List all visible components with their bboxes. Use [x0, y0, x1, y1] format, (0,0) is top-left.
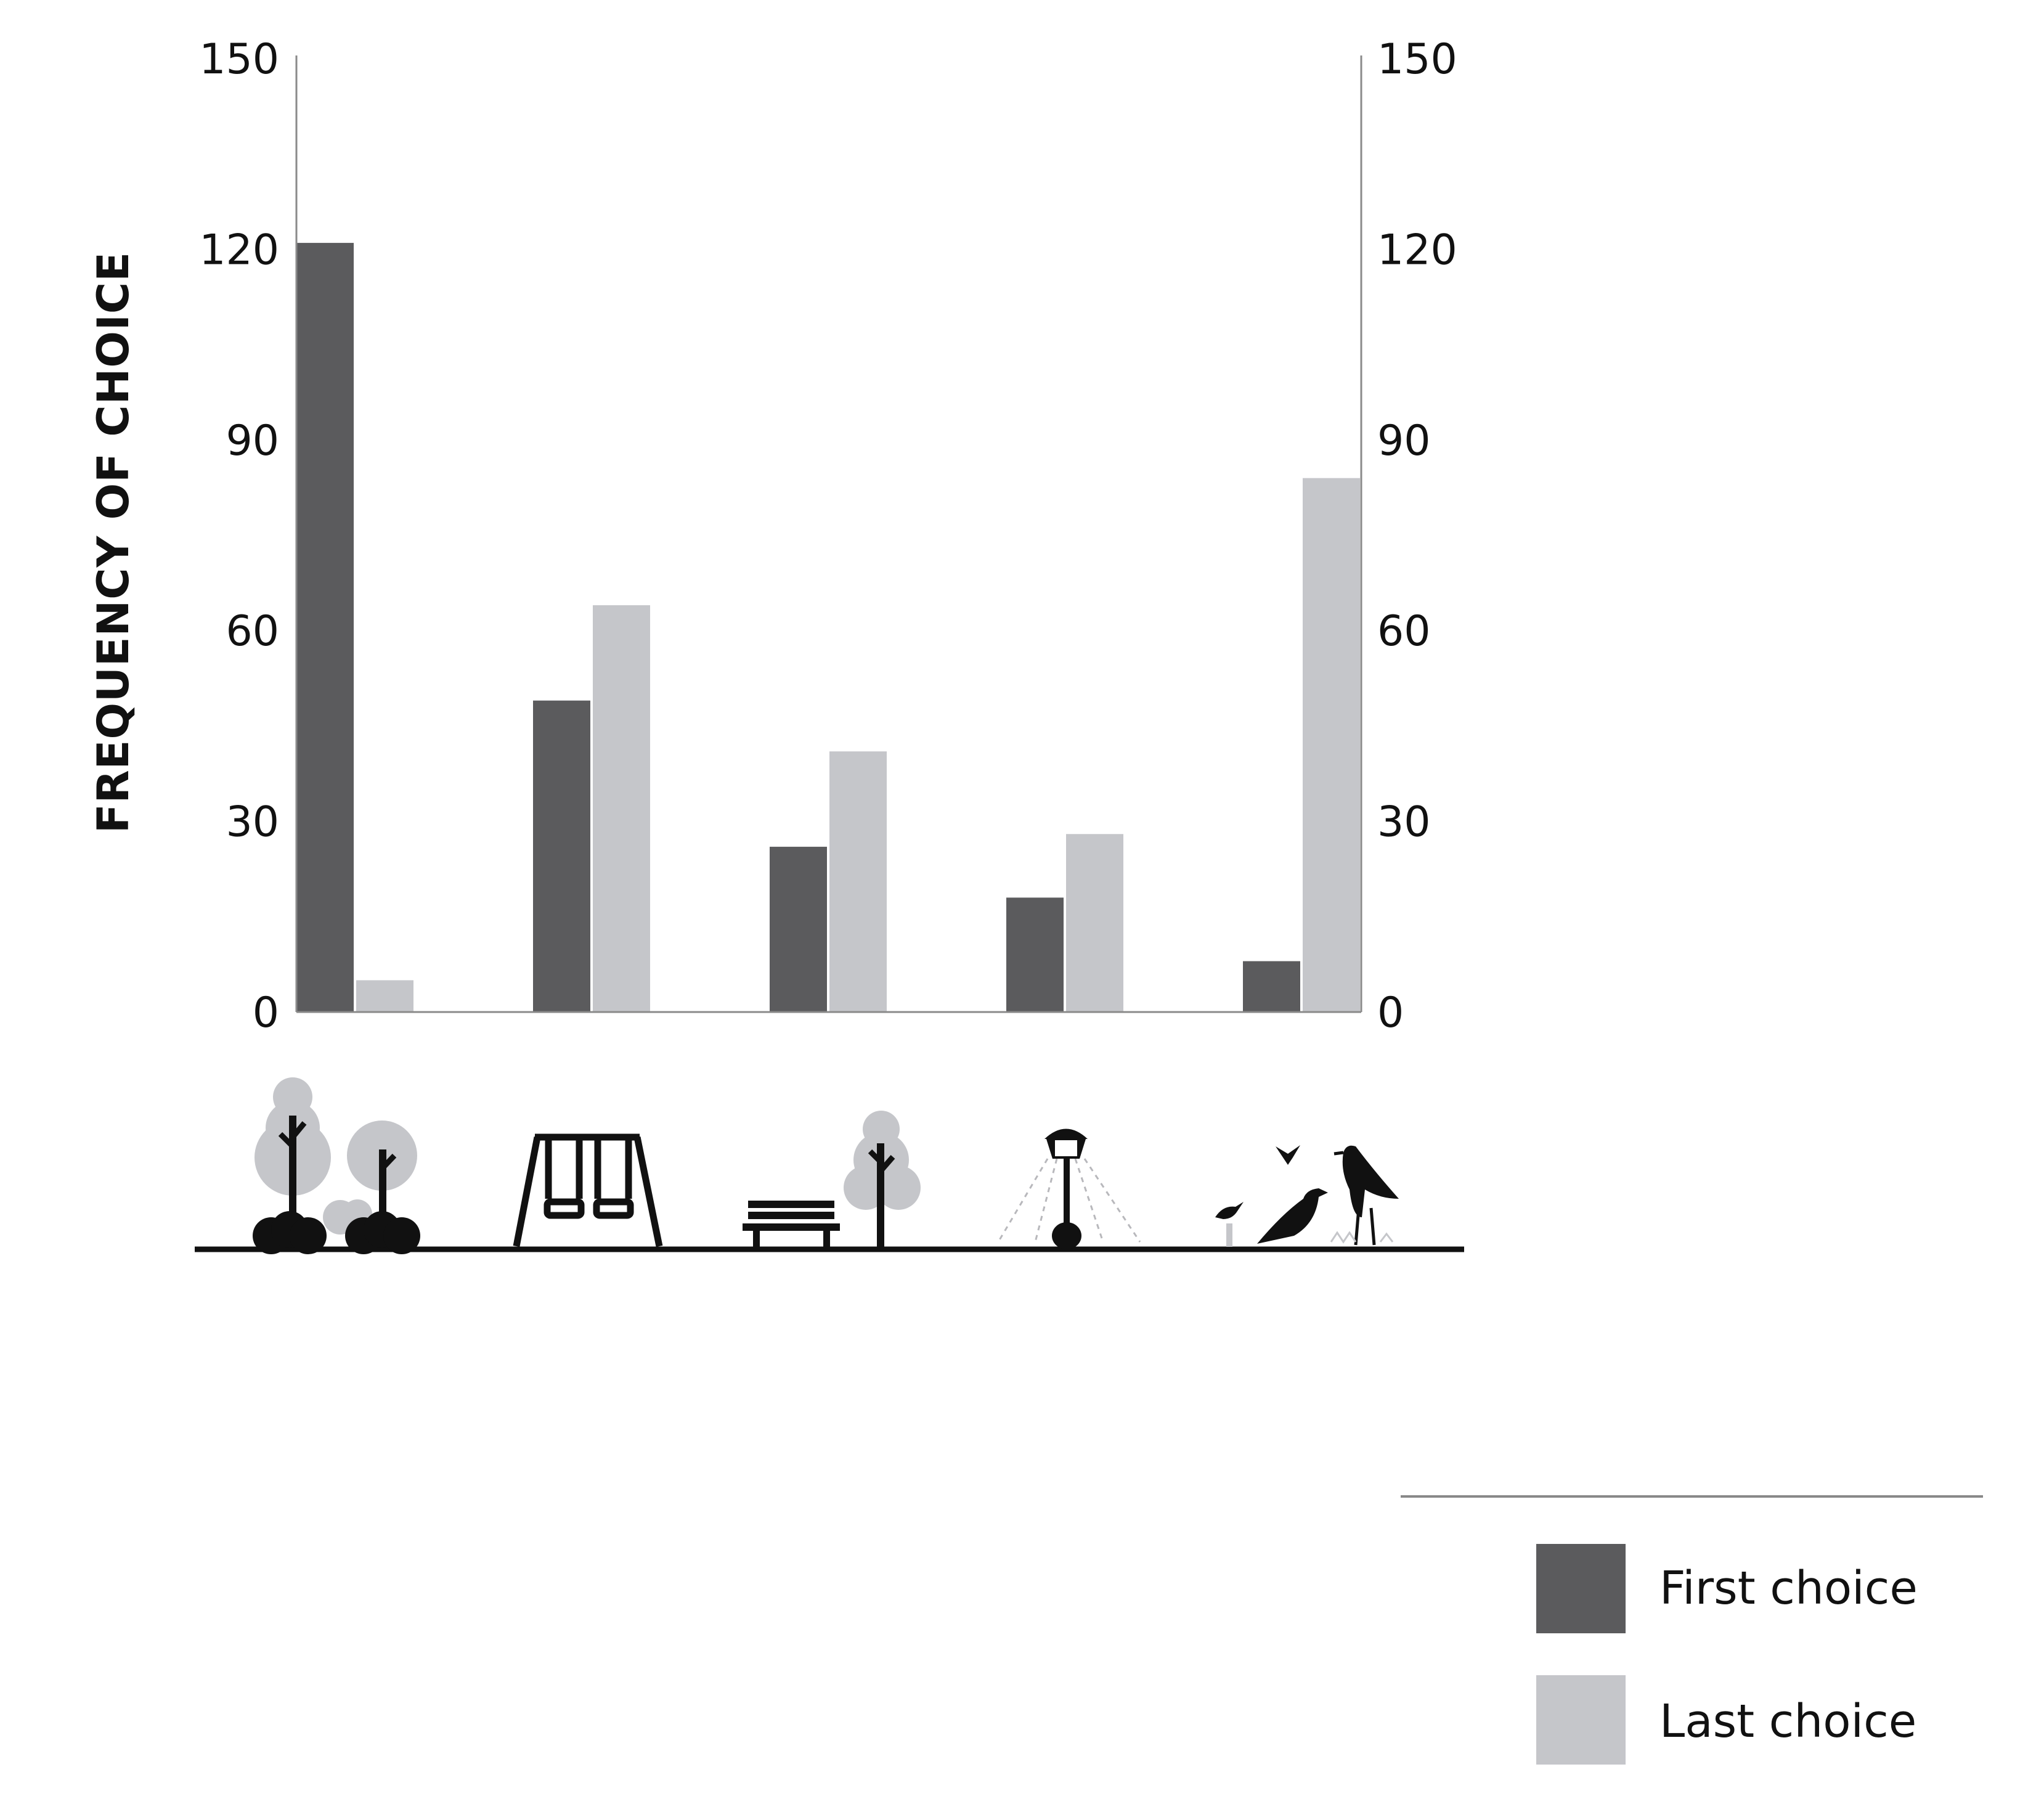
icons-row — [195, 1077, 1464, 1254]
bar-last-choice-birds — [1303, 478, 1360, 1012]
bar-last-choice-trees-and-shrubs — [356, 980, 413, 1012]
swing-set-icon — [513, 1133, 663, 1247]
trees-shrubs-icon — [253, 1077, 420, 1254]
y-tick-left-label: 90 — [226, 417, 279, 465]
y-tick-left-label: 30 — [226, 798, 279, 847]
bar-first-choice-street-lamp — [1006, 897, 1064, 1012]
bar-last-choice-playground-swings — [593, 605, 650, 1012]
birds-icon — [1215, 1145, 1399, 1247]
bar-last-choice-bench-and-tree — [829, 751, 887, 1012]
y-tick-left-label: 150 — [199, 35, 279, 84]
legend: First choice Last choice — [1401, 1495, 1983, 1765]
y-axis-label: FREQUENCY OF CHOICE — [88, 251, 139, 833]
bar-last-choice-street-lamp — [1066, 834, 1123, 1012]
y-tick-right-label: 150 — [1377, 35, 1457, 84]
bar-first-choice-playground-swings — [533, 700, 590, 1012]
street-lamp-icon — [997, 1129, 1141, 1249]
legend-swatch-first-choice — [1536, 1544, 1626, 1633]
legend-swatch-last-choice — [1536, 1675, 1626, 1765]
bar-first-choice-birds — [1243, 961, 1300, 1012]
y-tick-left-label: 60 — [226, 607, 279, 656]
bar-first-choice-bench-and-tree — [770, 846, 827, 1012]
legend-label-last-choice: Last choice — [1659, 1695, 1916, 1748]
y-tick-right-label: 90 — [1377, 417, 1431, 465]
legend-label-first-choice: First choice — [1659, 1562, 1918, 1615]
y-tick-right-label: 60 — [1377, 607, 1431, 656]
y-tick-right-label: 0 — [1377, 989, 1404, 1037]
y-tick-right-label: 30 — [1377, 798, 1431, 847]
y-tick-left-label: 0 — [253, 989, 279, 1037]
y-tick-left-label: 120 — [199, 226, 279, 274]
bars — [296, 243, 1360, 1012]
y-axis-left-ticks: 0 30 60 90 120 150 — [199, 35, 279, 1037]
y-tick-right-label: 120 — [1377, 226, 1457, 274]
bar-first-choice-trees-and-shrubs — [296, 243, 354, 1012]
bench-tree-icon — [743, 1111, 921, 1248]
y-axis-right-ticks: 0 30 60 90 120 150 — [1377, 35, 1457, 1037]
